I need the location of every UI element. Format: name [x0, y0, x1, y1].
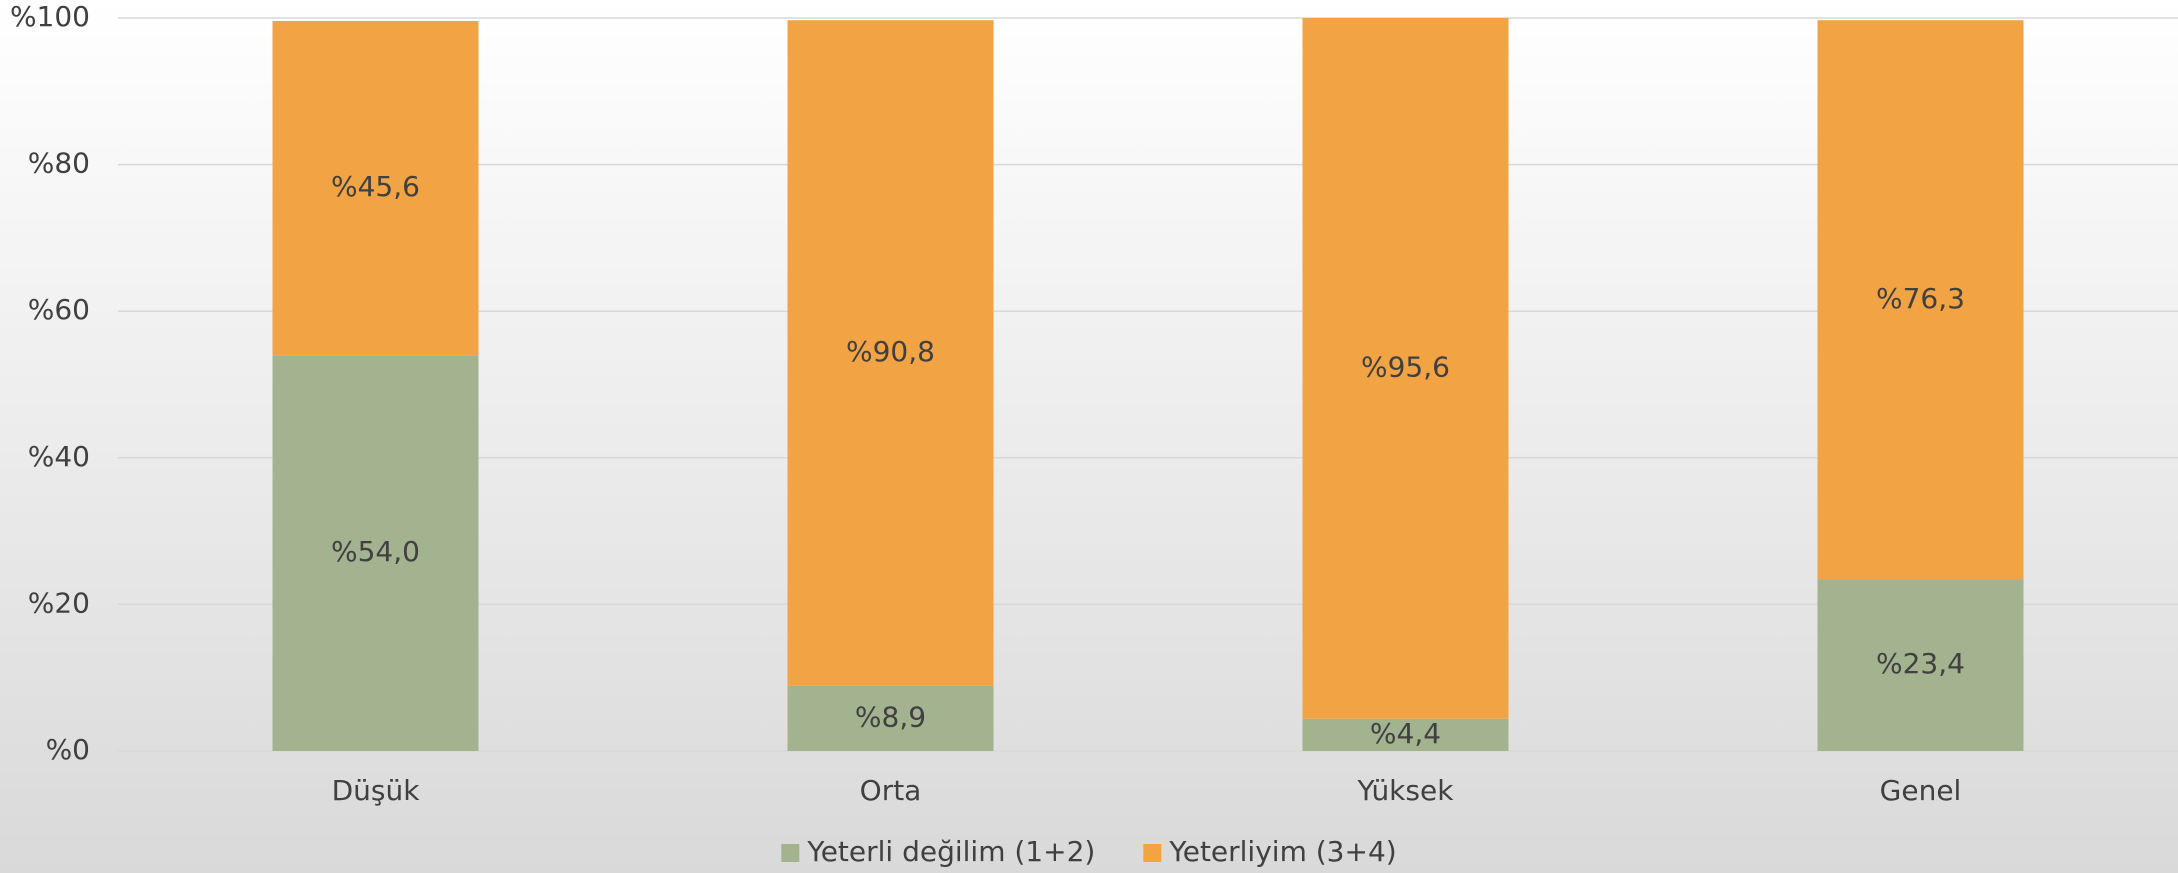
x-tick-label: Yüksek — [1357, 774, 1455, 807]
bar-segment — [1817, 20, 2024, 580]
data-label: %4,4 — [1370, 717, 1441, 750]
x-tick-label: Düşük — [332, 774, 421, 807]
y-tick-label: %80 — [28, 147, 90, 180]
bar-segment — [272, 20, 479, 356]
y-tick-label: %40 — [28, 440, 90, 473]
legend-swatch — [1143, 844, 1162, 862]
x-tick-label: Orta — [860, 774, 922, 807]
bar-segment — [1817, 579, 2024, 751]
y-tick-label: %60 — [28, 293, 90, 326]
data-label: %90,8 — [846, 335, 935, 368]
legend-label: Yeterli değilim (1+2) — [806, 835, 1095, 868]
bar-segment — [1302, 718, 1509, 751]
bar-segment — [787, 685, 994, 751]
data-label: %8,9 — [855, 700, 926, 733]
bar-segment — [787, 20, 994, 686]
data-label: %54,0 — [331, 535, 420, 568]
data-label: %45,6 — [331, 170, 420, 203]
data-label: %23,4 — [1876, 647, 1965, 680]
legend-label: Yeterliyim (3+4) — [1168, 835, 1396, 868]
bar-segment — [1302, 18, 1509, 719]
y-tick-label: %100 — [10, 0, 90, 33]
data-label: %76,3 — [1876, 282, 1965, 315]
legend-swatch — [781, 844, 800, 862]
x-tick-label: Genel — [1880, 774, 1962, 807]
data-label: %95,6 — [1361, 350, 1450, 383]
y-tick-label: %20 — [28, 586, 90, 619]
y-tick-label: %0 — [46, 733, 90, 766]
bar-segment — [272, 355, 479, 751]
